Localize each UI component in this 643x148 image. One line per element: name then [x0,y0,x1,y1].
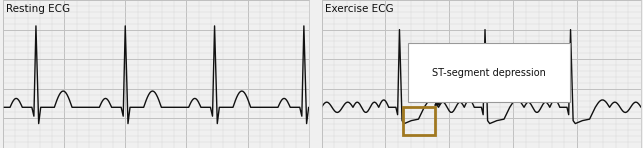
Bar [403,107,435,135]
Text: Resting ECG: Resting ECG [6,4,70,15]
Text: ST-segment depression: ST-segment depression [432,68,546,105]
Text: Exercise ECG: Exercise ECG [325,4,394,15]
